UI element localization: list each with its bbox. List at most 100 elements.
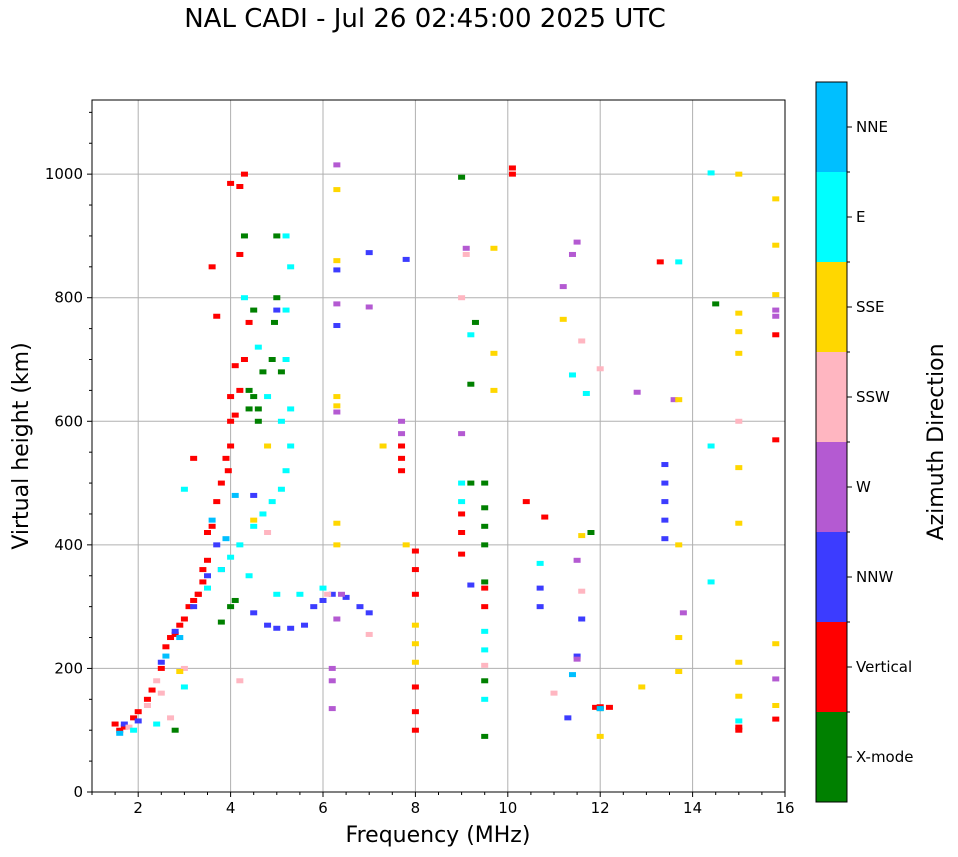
echo-point-nnw: [157, 659, 165, 665]
echo-point-e: [568, 372, 576, 378]
colorbar-tick-label: W: [856, 478, 871, 496]
echo-point-w: [462, 245, 470, 251]
echo-point-sse: [735, 171, 743, 177]
echo-point-nnw: [578, 616, 586, 622]
echo-point-nne: [568, 672, 576, 678]
echo-point-sse: [735, 659, 743, 665]
echo-point-x-mode: [268, 357, 276, 362]
echo-point-e: [282, 357, 290, 362]
echo-point-nnw: [536, 604, 544, 610]
echo-point-nnw: [310, 604, 318, 610]
echo-point-vertical: [134, 709, 142, 715]
echo-point-vertical: [120, 724, 128, 730]
echo-point-vertical: [236, 387, 244, 393]
echo-point-nnw: [287, 625, 295, 631]
echo-point-w: [328, 706, 336, 712]
echo-point-w: [365, 304, 373, 310]
echo-point-e: [287, 264, 295, 270]
echo-point-vertical: [411, 709, 419, 715]
echo-point-ssw: [264, 530, 272, 535]
echo-point-vertical: [458, 551, 466, 557]
colorbar-tick-label: SSE: [856, 298, 885, 316]
echo-point-vertical: [592, 704, 600, 710]
echo-point-sse: [402, 542, 410, 548]
echo-point-e: [282, 233, 290, 239]
echo-point-e: [268, 499, 276, 505]
echo-point-vertical: [208, 523, 216, 529]
echo-point-e: [481, 647, 489, 653]
echo-point-nnw: [333, 323, 341, 329]
colorbar-tick-label: SSW: [856, 388, 890, 406]
echo-point-vertical: [398, 443, 406, 449]
x-tick-label: 2: [133, 799, 143, 817]
colorbar-tick-label: Vertical: [856, 658, 912, 676]
echo-point-vertical: [143, 696, 151, 702]
echo-point-vertical: [199, 579, 207, 585]
echo-point-vertical: [236, 251, 244, 257]
echo-point-nne: [162, 653, 170, 659]
echo-point-w: [573, 656, 581, 662]
echo-point-sse: [735, 310, 743, 316]
echo-point-x-mode: [458, 174, 466, 180]
echo-point-x-mode: [481, 505, 489, 511]
echo-point-w: [333, 301, 341, 307]
echo-point-x-mode: [270, 319, 278, 325]
echo-point-e: [273, 591, 281, 597]
echo-point-e: [481, 696, 489, 702]
echo-point-sse: [772, 292, 780, 298]
y-tick-label: 600: [54, 412, 83, 430]
echo-point-x-mode: [481, 480, 489, 486]
echo-point-vertical: [411, 591, 419, 597]
echo-point-vertical: [411, 684, 419, 690]
echo-point-nnw: [536, 585, 544, 591]
echo-point-x-mode: [481, 542, 489, 548]
echo-point-w: [568, 251, 576, 257]
echo-point-nnw: [661, 480, 669, 486]
echo-point-e: [707, 170, 715, 176]
colorbar-tick-label: X-mode: [856, 748, 913, 766]
echo-point-vertical: [208, 264, 216, 270]
colorbar-swatch: [816, 172, 847, 262]
echo-point-sse: [379, 443, 387, 449]
echo-point-e: [204, 585, 211, 591]
echo-point-x-mode: [250, 307, 258, 313]
echo-point-nnw: [204, 573, 211, 579]
echo-point-sse: [176, 669, 184, 675]
echo-point-sse: [559, 316, 567, 322]
echo-point-e: [180, 684, 188, 690]
echo-point-sse: [333, 542, 341, 548]
echo-point-x-mode: [273, 233, 281, 239]
echo-point-vertical: [656, 259, 664, 265]
echo-point-w: [333, 409, 341, 415]
echo-point-sse: [675, 669, 683, 675]
echo-point-vertical: [458, 511, 466, 517]
echo-point-sse: [772, 242, 780, 248]
colorbar: X-mode Vertical NNW W SSW SSE E NNE: [815, 81, 913, 803]
echo-point-e: [236, 542, 244, 548]
x-tick-label: 14: [683, 799, 702, 817]
echo-point-vertical: [224, 468, 232, 474]
echo-point-nnw: [467, 582, 475, 588]
echo-point-e: [250, 523, 258, 529]
echo-point-e: [245, 573, 253, 579]
y-tick-label: 400: [54, 536, 83, 554]
echo-point-vertical: [508, 171, 516, 177]
echo-point-ssw: [578, 338, 586, 344]
echo-point-sse: [735, 329, 743, 335]
echo-point-e: [259, 511, 267, 517]
echo-point-w: [633, 389, 641, 395]
echo-point-sse: [578, 533, 586, 539]
echo-point-w: [772, 676, 780, 682]
colorbar-label: Azimuth Direction: [924, 343, 949, 540]
echo-point-x-mode: [227, 604, 235, 610]
echo-point-w: [328, 665, 336, 671]
echo-point-x-mode: [254, 406, 262, 412]
echo-point-vertical: [398, 468, 406, 474]
echo-point-e: [458, 480, 466, 486]
echo-point-e: [707, 579, 715, 585]
echo-point-sse: [735, 693, 743, 699]
echo-point-vertical: [190, 597, 198, 603]
echo-point-e: [130, 727, 138, 733]
x-tick-label: 8: [411, 799, 421, 817]
